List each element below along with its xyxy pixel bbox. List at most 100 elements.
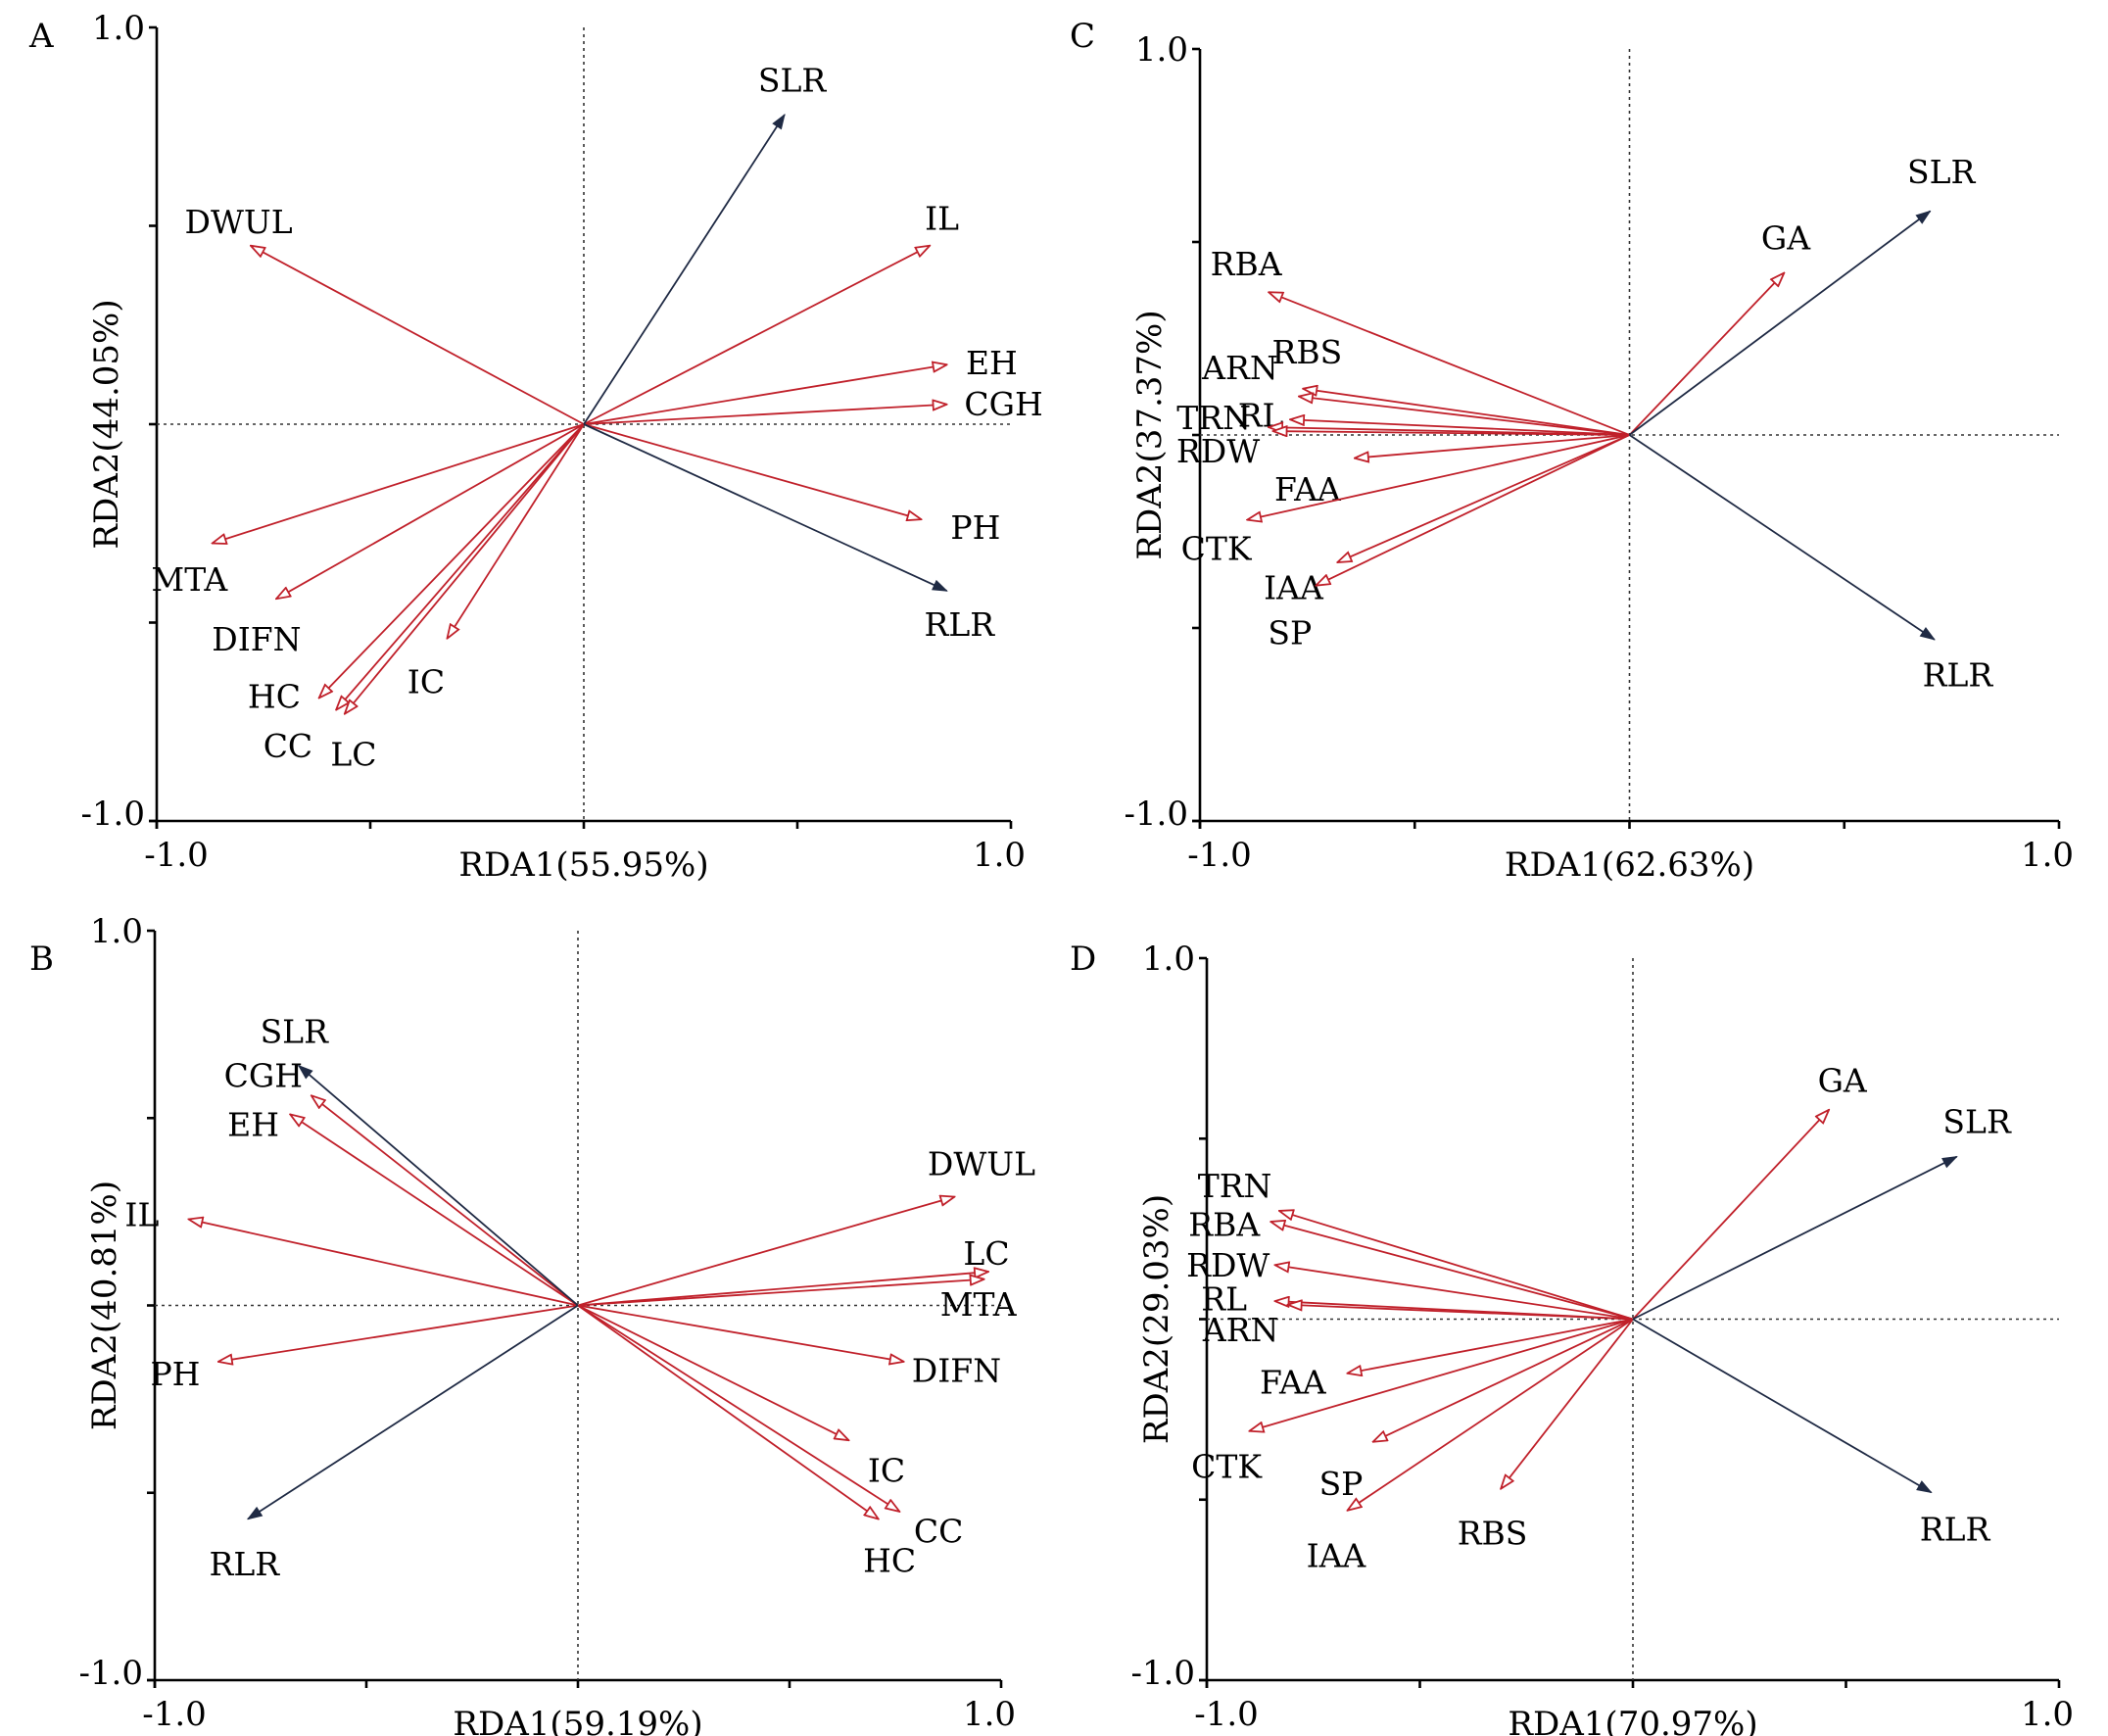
x-tick-label-left: -1.0 <box>142 1695 207 1734</box>
vector-label-slr: SLR <box>758 61 828 99</box>
x-tick-label-right: 1.0 <box>973 836 1026 875</box>
vector-label-arn: ARN <box>1201 349 1278 387</box>
vector-cc <box>577 1304 899 1512</box>
vector-label-difn: DIFN <box>912 1351 1001 1389</box>
vector-label-eh: EH <box>966 344 1018 382</box>
vector-label-ga: GA <box>1761 218 1811 257</box>
x-tick-label-right: 1.0 <box>2021 836 2074 875</box>
vector-label-trn: TRN <box>1198 1167 1272 1205</box>
vector-arn <box>1299 397 1630 436</box>
x-tick-label-right: 1.0 <box>2021 1695 2074 1734</box>
x-axis-title: RDA1(70.97%) <box>1508 1705 1757 1736</box>
vector-cc <box>336 423 585 710</box>
vector-rbs <box>1501 1318 1634 1489</box>
vector-label-ic: IC <box>868 1451 905 1489</box>
vector-label-cc: CC <box>914 1512 964 1550</box>
vector-ga <box>1632 1110 1829 1321</box>
vector-ic <box>447 423 585 639</box>
y-tick-label-top: 1.0 <box>92 9 145 48</box>
vector-rbs <box>1303 389 1630 436</box>
vector-il <box>583 246 930 425</box>
vector-rlr <box>1628 434 1935 640</box>
vector-label-hc: HC <box>863 1542 916 1580</box>
vector-rlr <box>583 423 947 592</box>
vector-label-dwul: DWUL <box>185 203 293 241</box>
vector-label-mta: MTA <box>940 1285 1018 1324</box>
y-tick-label-top: 1.0 <box>90 912 143 951</box>
vector-label-il: IL <box>124 1195 159 1233</box>
vector-ctk <box>1250 1318 1634 1431</box>
vector-eh <box>290 1114 579 1307</box>
vector-faa <box>1355 434 1630 458</box>
vector-label-rlr: RLR <box>925 605 996 644</box>
vector-dwul <box>577 1197 954 1307</box>
y-axis-title: RDA2(44.05%) <box>87 299 126 549</box>
vector-mta <box>213 423 585 544</box>
vector-il <box>189 1220 579 1307</box>
vector-slr <box>1632 1155 1957 1321</box>
vector-label-il: IL <box>925 199 959 237</box>
vector-label-rlr: RLR <box>1923 656 1994 695</box>
vector-label-ph: PH <box>950 508 1000 547</box>
vector-trn <box>1279 1211 1634 1321</box>
vector-slr <box>299 1066 579 1307</box>
vector-label-rba: RBA <box>1211 245 1283 283</box>
vector-eh <box>583 364 947 425</box>
panel-a: A 1.0 -1.0-1.0 1.0 RDA1(55.95%) RDA2(44.05%) D… <box>28 9 1043 885</box>
vector-label-cgh: CGH <box>964 385 1042 423</box>
vector-ga <box>1628 273 1785 436</box>
vector-sp <box>1316 434 1630 586</box>
y-axis-title: RDA2(29.03%) <box>1137 1194 1176 1444</box>
vector-label-sp: SP <box>1319 1465 1364 1503</box>
vector-ph <box>218 1304 579 1362</box>
vector-label-iaa: IAA <box>1307 1537 1367 1575</box>
vector-rl <box>1290 419 1630 436</box>
vector-iaa <box>1348 1318 1634 1511</box>
vector-rlr <box>248 1304 579 1519</box>
vector-label-slr: SLR <box>1942 1102 2012 1140</box>
vector-label-arn: ARN <box>1202 1311 1279 1349</box>
vector-label-slr: SLR <box>261 1013 330 1051</box>
vector-label-hc: HC <box>248 678 301 716</box>
x-axis-title: RDA1(62.63%) <box>1505 845 1754 885</box>
panel-c: C 1.0 -1.0-1.0 1.0 RDA1(62.63%) RDA2(37.37%) G… <box>1070 17 2074 885</box>
vector-label-difn: DIFN <box>212 620 301 658</box>
y-tick-label-bottom: -1.0 <box>80 795 145 834</box>
vector-rba <box>1269 292 1630 436</box>
panel-letter: A <box>28 17 54 56</box>
vector-label-rba: RBA <box>1188 1205 1261 1243</box>
x-axis-title: RDA1(59.19%) <box>453 1705 702 1736</box>
y-axis-title: RDA2(40.81%) <box>85 1181 124 1430</box>
panel-letter: B <box>29 940 54 979</box>
x-tick-label-right: 1.0 <box>963 1695 1016 1734</box>
vector-label-ic: IC <box>407 663 445 701</box>
panel-d: D 1.0 -1.0-1.0 1.0 RDA1(70.97%) RDA2(29.03%) G… <box>1070 940 2074 1736</box>
vector-slr <box>583 115 785 425</box>
vector-label-lc: LC <box>330 735 376 773</box>
vector-label-rlr: RLR <box>209 1545 280 1583</box>
vector-cgh <box>311 1095 579 1307</box>
vector-slr <box>1628 211 1931 436</box>
vector-rdw <box>1275 1265 1634 1321</box>
vector-rlr <box>1632 1318 1932 1494</box>
vector-sp <box>1373 1318 1634 1442</box>
vector-label-ph: PH <box>150 1355 200 1393</box>
vector-label-iaa: IAA <box>1264 569 1324 607</box>
x-tick-label-left: -1.0 <box>1194 1695 1259 1734</box>
vector-faa <box>1348 1318 1634 1374</box>
vector-rba <box>1270 1222 1634 1321</box>
vector-lc <box>345 423 585 714</box>
vector-arn <box>1288 1305 1634 1321</box>
y-tick-label-bottom: -1.0 <box>78 1654 143 1693</box>
vector-ph <box>583 423 921 519</box>
vector-ctk <box>1247 434 1630 520</box>
panel-letter: D <box>1070 940 1096 979</box>
vector-label-ctk: CTK <box>1181 530 1253 568</box>
vector-ic <box>577 1304 848 1441</box>
y-axis-title: RDA2(37.37%) <box>1130 310 1170 559</box>
vector-lc <box>577 1272 988 1307</box>
y-tick-label-top: 1.0 <box>1135 30 1188 70</box>
x-tick-label-left: -1.0 <box>144 836 209 875</box>
vector-label-rbs: RBS <box>1458 1515 1528 1553</box>
